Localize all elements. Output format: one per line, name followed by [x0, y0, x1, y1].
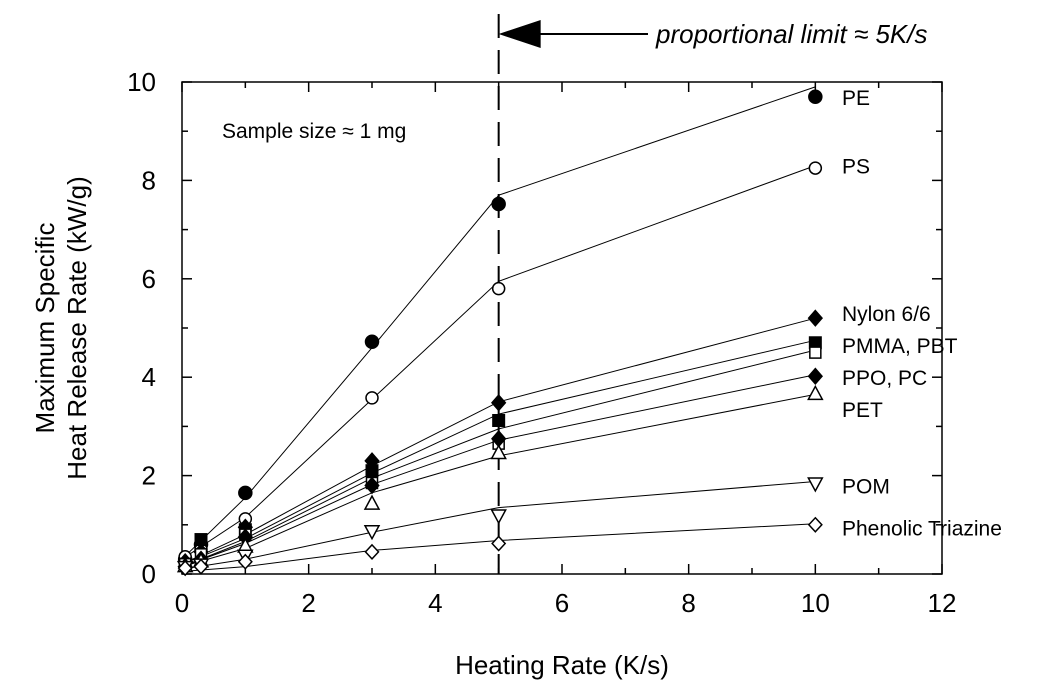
y-tick-label: 6	[142, 264, 156, 294]
x-tick-label: 8	[681, 588, 695, 618]
y-tick-label: 8	[142, 165, 156, 195]
data-point	[491, 196, 506, 212]
series-label: PPO, PC	[842, 367, 927, 390]
data-point	[364, 334, 380, 350]
plot-frame	[181, 81, 943, 575]
y-tick-label: 4	[142, 362, 156, 392]
data-point	[809, 346, 822, 359]
data-point	[490, 509, 507, 525]
data-point	[807, 477, 824, 493]
x-axis-title: Heating Rate (K/s)	[455, 650, 669, 680]
data-point	[363, 494, 381, 510]
data-point	[490, 443, 507, 460]
data-point	[808, 161, 823, 175]
series-label: Nylon 6/6	[842, 303, 931, 326]
data-point	[238, 485, 253, 501]
series-label: Phenolic Triazine	[842, 517, 1002, 540]
data-point	[193, 558, 209, 575]
data-point	[492, 413, 506, 427]
y-axis-title-line: Maximum Specific	[30, 223, 60, 434]
series-label: PE	[842, 87, 870, 110]
x-tick-label: 6	[555, 588, 569, 618]
y-tick-label: 10	[127, 67, 156, 97]
data-point	[807, 367, 823, 385]
y-tick-label: 0	[142, 559, 156, 589]
series-label: PS	[842, 156, 870, 179]
data-point	[237, 553, 253, 570]
y-axis-title: Maximum SpecificHeat Release Rate (kW/g)	[30, 176, 92, 479]
proportional-limit-arrowhead	[498, 20, 541, 48]
data-point	[491, 394, 507, 412]
sample-size-annotation: Sample size ≈ 1 mg	[222, 120, 406, 143]
data-point	[194, 533, 208, 547]
x-tick-label: 2	[301, 588, 315, 618]
proportional-limit-label: proportional limit ≈ 5K/s	[655, 19, 928, 49]
data-point	[807, 516, 823, 533]
x-tick-label: 12	[928, 588, 957, 618]
plot-area: 0 2 4 6 8 10 12 0 2 4 6 8 10 Heating Rate (K/s) Maximu…	[30, 14, 1002, 680]
data-point	[491, 535, 507, 552]
data-point	[177, 559, 193, 577]
data-point	[364, 476, 380, 495]
x-tick-label: 10	[801, 588, 830, 618]
series-label: PMMA, PBT	[842, 335, 958, 358]
x-tick-label: 0	[175, 588, 189, 618]
data-point	[808, 89, 823, 105]
series-label: POM	[842, 475, 890, 498]
data-point	[365, 464, 379, 478]
x-tick-label: 4	[428, 588, 442, 618]
data-point	[364, 543, 380, 560]
series-label: PET	[842, 399, 883, 422]
data-point	[807, 384, 824, 401]
y-tick-label: 2	[142, 461, 156, 491]
data-point	[491, 281, 506, 296]
data-point	[365, 391, 379, 405]
data-point	[363, 524, 381, 541]
data-point	[807, 309, 823, 327]
y-axis-title-line: Heat Release Rate (kW/g)	[62, 176, 92, 479]
